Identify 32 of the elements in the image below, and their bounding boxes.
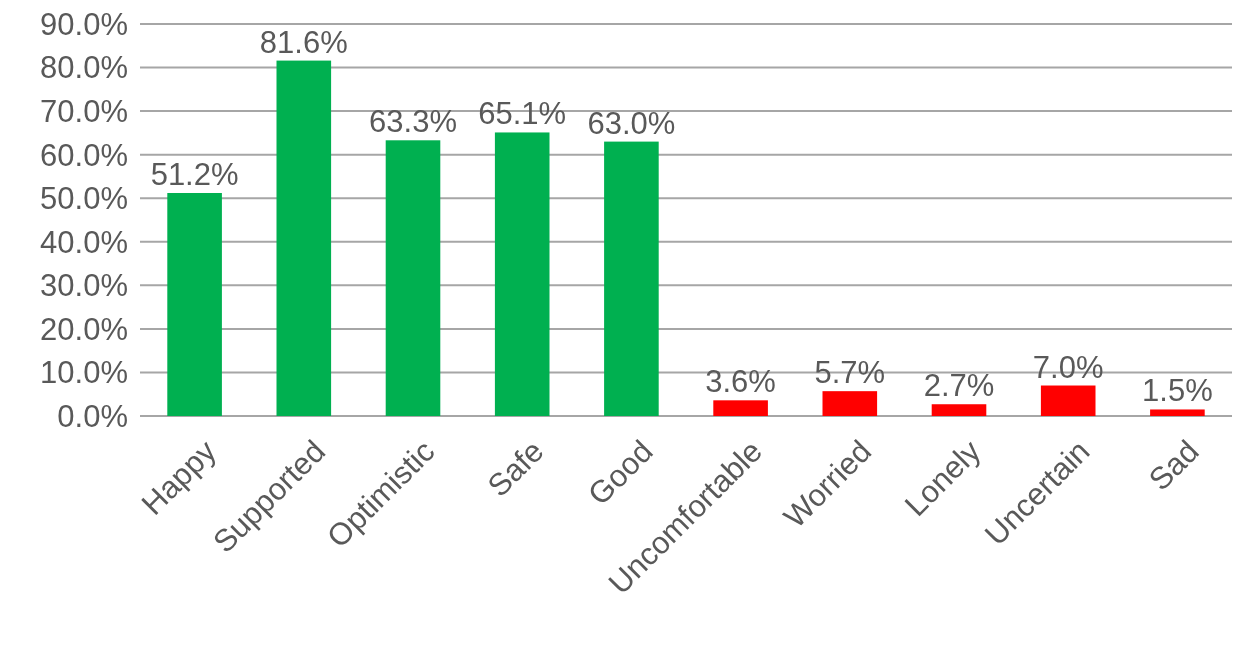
data-label: 7.0% [1032,349,1104,385]
data-label: 1.5% [1142,373,1213,409]
bar [1150,409,1205,416]
y-tick-label: 50.0% [40,181,128,217]
data-label: 63.0% [587,105,676,141]
data-label: 3.6% [705,364,776,400]
y-tick-label: 0.0% [57,398,128,434]
data-label: 63.3% [369,104,457,140]
y-tick-label: 40.0% [40,224,128,260]
y-tick-label: 30.0% [40,268,128,304]
data-label: 51.2% [150,157,239,192]
bar [822,391,878,416]
x-tick-label: Safe [480,433,551,504]
y-tick-label: 60.0% [40,137,128,173]
x-tick-label: Sad [1141,433,1206,498]
data-label: 5.7% [814,355,886,391]
data-label: 2.7% [923,368,995,404]
data-label: 65.1% [478,96,567,132]
y-tick-label: 20.0% [40,311,128,347]
y-tick-label: 10.0% [40,355,128,391]
bar [276,60,332,416]
bar [494,132,550,416]
bar [604,141,659,416]
bar [931,404,987,416]
bar [167,193,222,416]
y-tick-label: 70.0% [40,93,128,129]
bar [1040,385,1096,416]
y-tick-label: 90.0% [40,6,128,42]
bar [713,400,768,416]
bar [385,140,441,416]
data-label: 81.6% [259,24,348,60]
y-tick-label: 80.0% [40,50,128,86]
